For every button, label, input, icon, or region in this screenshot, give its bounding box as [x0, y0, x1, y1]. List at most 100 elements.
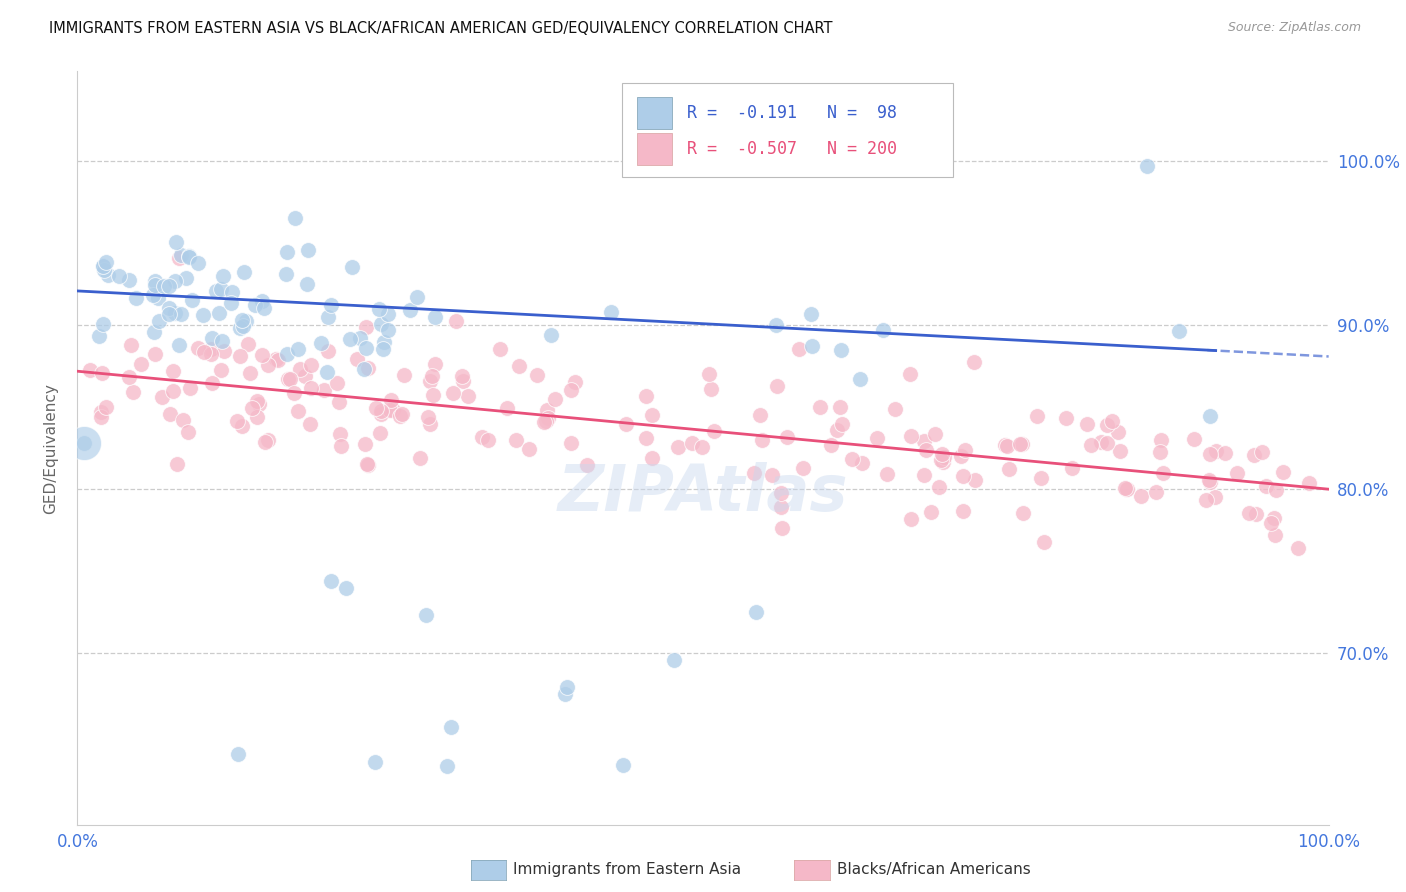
Point: [769, 486, 792, 500]
Point: [201, 376, 224, 391]
Point: [167, 337, 190, 351]
Point: [91, 317, 114, 331]
Point: [537, 410, 560, 425]
Point: [157, 279, 180, 293]
Point: [169, 308, 191, 322]
Point: [335, 581, 357, 595]
Point: [356, 361, 378, 376]
Point: [246, 393, 269, 408]
Point: [211, 334, 233, 348]
Point: [187, 342, 209, 356]
Point: [209, 282, 232, 296]
Point: [297, 244, 319, 258]
Point: [143, 325, 166, 339]
Point: [477, 434, 499, 448]
Point: [150, 391, 173, 405]
Point: [876, 467, 898, 481]
Point: [1243, 448, 1265, 462]
Point: [250, 293, 273, 308]
Point: [276, 267, 298, 281]
Point: [560, 383, 582, 397]
Point: [765, 318, 787, 333]
Point: [366, 401, 388, 415]
Point: [600, 305, 623, 319]
Point: [1286, 541, 1309, 556]
Point: [90, 410, 112, 425]
Point: [339, 332, 361, 346]
Point: [1101, 414, 1123, 428]
Point: [340, 260, 363, 275]
Point: [200, 343, 222, 357]
Point: [209, 363, 232, 377]
Point: [883, 401, 905, 416]
Point: [283, 386, 305, 401]
Point: [356, 457, 378, 471]
Point: [219, 296, 242, 310]
Point: [1298, 476, 1320, 491]
Point: [380, 393, 402, 408]
Point: [370, 408, 392, 422]
Point: [353, 361, 375, 376]
Point: [143, 278, 166, 293]
Point: [142, 287, 165, 301]
Point: [409, 451, 432, 466]
Point: [488, 342, 510, 356]
Point: [423, 357, 446, 371]
Point: [533, 415, 555, 429]
Point: [931, 454, 953, 468]
Point: [641, 450, 664, 465]
Point: [662, 653, 685, 667]
Point: [924, 426, 946, 441]
Point: [287, 404, 309, 418]
Point: [1244, 507, 1267, 521]
Point: [179, 381, 201, 395]
Text: IMMIGRANTS FROM EASTERN ASIA VS BLACK/AFRICAN AMERICAN GED/EQUIVALENCY CORRELATI: IMMIGRANTS FROM EASTERN ASIA VS BLACK/AF…: [49, 21, 832, 37]
Point: [770, 500, 793, 514]
Point: [440, 720, 463, 734]
Point: [540, 328, 562, 343]
Point: [163, 306, 186, 320]
Point: [634, 431, 657, 445]
Point: [929, 452, 952, 467]
Point: [1168, 324, 1191, 338]
Point: [1090, 434, 1112, 449]
Point: [373, 335, 395, 350]
Point: [294, 368, 316, 383]
Point: [496, 401, 519, 415]
Point: [1264, 528, 1286, 542]
Point: [253, 301, 276, 316]
Point: [349, 331, 371, 345]
Point: [91, 259, 114, 273]
Point: [118, 370, 141, 384]
Point: [1215, 445, 1237, 459]
Point: [831, 417, 853, 432]
Point: [167, 251, 190, 265]
Point: [94, 400, 117, 414]
Point: [436, 759, 458, 773]
Point: [453, 374, 475, 388]
Point: [666, 440, 689, 454]
Point: [1263, 511, 1285, 525]
Point: [121, 384, 143, 399]
Point: [166, 458, 188, 472]
Point: [1115, 483, 1137, 497]
Point: [159, 301, 181, 315]
Point: [187, 256, 209, 270]
Point: [254, 434, 277, 449]
Point: [1226, 467, 1249, 481]
Point: [1198, 446, 1220, 460]
Point: [246, 410, 269, 425]
Point: [1254, 479, 1277, 493]
Point: [761, 468, 783, 483]
Point: [319, 574, 342, 588]
Point: [208, 306, 231, 320]
Point: [377, 323, 399, 337]
Point: [554, 687, 576, 701]
FancyBboxPatch shape: [621, 83, 953, 177]
Point: [235, 314, 257, 328]
Point: [191, 308, 214, 322]
Point: [309, 336, 332, 351]
Point: [284, 211, 307, 225]
Point: [765, 378, 787, 392]
Point: [995, 438, 1018, 452]
